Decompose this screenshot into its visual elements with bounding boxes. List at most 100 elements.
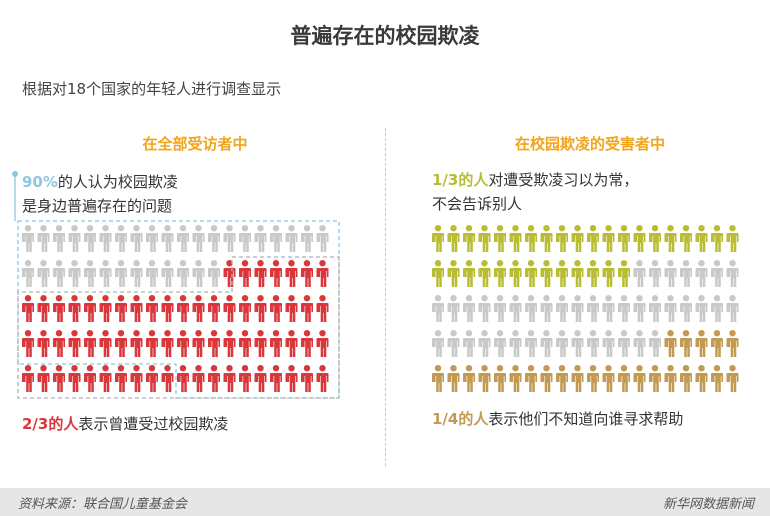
left-person-r4-c19 bbox=[301, 330, 313, 357]
left-person-r2-c7 bbox=[115, 260, 127, 287]
left-person-r1-c20 bbox=[316, 225, 329, 252]
left-person-r1-c17 bbox=[270, 225, 282, 252]
left-person-r2-c14 bbox=[223, 260, 236, 287]
right-person-r2-c19 bbox=[711, 260, 723, 287]
left-stat-bottom: 2/3的人表示曾遭受过校园欺凌 bbox=[22, 412, 228, 436]
left-person-r3-c14 bbox=[223, 295, 236, 322]
right-person-r5-c14 bbox=[633, 365, 646, 392]
left-person-r5-c7 bbox=[115, 365, 127, 392]
right-person-r3-c8 bbox=[540, 295, 553, 322]
right-person-r5-c1 bbox=[432, 365, 444, 392]
right-person-r5-c17 bbox=[680, 365, 692, 392]
right-person-r5-c15 bbox=[649, 365, 661, 392]
left-stat-top-line1: 的人认为校园欺凌 bbox=[57, 173, 178, 191]
left-person-r5-c12 bbox=[192, 365, 205, 392]
left-stat-bottom-text: 表示曾遭受过校园欺凌 bbox=[78, 415, 229, 433]
right-person-r2-c16 bbox=[664, 260, 677, 287]
left-person-r5-c14 bbox=[223, 365, 236, 392]
left-person-r4-c20 bbox=[316, 330, 329, 357]
right-person-r5-c8 bbox=[540, 365, 553, 392]
right-person-r4-c12 bbox=[602, 330, 615, 357]
right-person-r5-c13 bbox=[618, 365, 630, 392]
left-person-r3-c9 bbox=[146, 295, 158, 322]
right-person-r4-c15 bbox=[649, 330, 661, 357]
left-person-r1-c10 bbox=[161, 225, 174, 252]
left-person-r2-c2 bbox=[37, 260, 50, 287]
right-person-r3-c7 bbox=[525, 295, 537, 322]
left-person-r3-c13 bbox=[208, 295, 220, 322]
right-person-r2-c3 bbox=[463, 260, 475, 287]
right-person-r3-c2 bbox=[447, 295, 460, 322]
left-person-r5-c9 bbox=[146, 365, 158, 392]
left-person-r2-c8 bbox=[130, 260, 143, 287]
left-stat-top: 90%的人认为校园欺凌 是身边普遍存在的问题 bbox=[22, 170, 178, 218]
left-panel-title: 在全部受访者中 bbox=[142, 135, 248, 153]
left-person-r3-c5 bbox=[84, 295, 96, 322]
left-person-r3-c1 bbox=[22, 295, 34, 322]
right-person-r5-c12 bbox=[602, 365, 615, 392]
right-stat-top: 1/3的人对遭受欺凌习以为常， 不会告诉别人 bbox=[432, 168, 638, 216]
left-person-r1-c2 bbox=[37, 225, 50, 252]
right-person-r3-c15 bbox=[649, 295, 661, 322]
right-person-r1-c20 bbox=[726, 225, 739, 252]
left-person-r3-c2 bbox=[37, 295, 50, 322]
right-person-r5-c11 bbox=[587, 365, 599, 392]
left-person-r1-c9 bbox=[146, 225, 158, 252]
right-person-r5-c4 bbox=[478, 365, 491, 392]
left-person-r4-c15 bbox=[239, 330, 251, 357]
left-person-r4-c4 bbox=[68, 330, 81, 357]
left-person-r4-c14 bbox=[223, 330, 236, 357]
left-person-r5-c13 bbox=[208, 365, 220, 392]
right-person-r3-c5 bbox=[494, 295, 506, 322]
right-person-r3-c18 bbox=[695, 295, 708, 322]
right-person-r4-c2 bbox=[447, 330, 460, 357]
right-panel-title: 在校园欺凌的受害者中 bbox=[514, 135, 665, 153]
right-person-r2-c6 bbox=[509, 260, 522, 287]
left-person-r4-c6 bbox=[99, 330, 112, 357]
right-person-r2-c7 bbox=[525, 260, 537, 287]
left-person-r4-c7 bbox=[115, 330, 127, 357]
left-person-r2-c5 bbox=[84, 260, 96, 287]
left-person-r5-c10 bbox=[161, 365, 174, 392]
left-person-r4-c10 bbox=[161, 330, 174, 357]
right-person-r3-c17 bbox=[680, 295, 692, 322]
left-person-r4-c18 bbox=[285, 330, 298, 357]
left-person-r4-c11 bbox=[177, 330, 189, 357]
right-person-r2-c5 bbox=[494, 260, 506, 287]
right-person-r1-c3 bbox=[463, 225, 475, 252]
right-person-r2-c14 bbox=[633, 260, 646, 287]
right-person-r1-c17 bbox=[680, 225, 692, 252]
left-person-r5-c17 bbox=[270, 365, 282, 392]
left-person-r1-c3 bbox=[53, 225, 65, 252]
left-person-r3-c3 bbox=[53, 295, 65, 322]
right-person-r5-c16 bbox=[664, 365, 677, 392]
left-person-r1-c14 bbox=[223, 225, 236, 252]
left-person-r4-c1 bbox=[22, 330, 34, 357]
right-person-r2-c17 bbox=[680, 260, 692, 287]
right-person-r2-c18 bbox=[695, 260, 708, 287]
left-person-r2-c4 bbox=[68, 260, 81, 287]
right-person-r3-c1 bbox=[432, 295, 444, 322]
left-person-r1-c18 bbox=[285, 225, 298, 252]
right-stat-top-highlight: 1/3的人 bbox=[432, 171, 489, 189]
right-person-r4-c11 bbox=[587, 330, 599, 357]
left-person-r3-c8 bbox=[130, 295, 143, 322]
right-person-r2-c2 bbox=[447, 260, 460, 287]
right-person-r2-c12 bbox=[602, 260, 615, 287]
left-person-r1-c7 bbox=[115, 225, 127, 252]
ninety-percent-outline bbox=[17, 220, 340, 399]
right-person-r5-c5 bbox=[494, 365, 506, 392]
left-person-r5-c20 bbox=[316, 365, 329, 392]
right-person-r2-c8 bbox=[540, 260, 553, 287]
right-person-r1-c13 bbox=[618, 225, 630, 252]
left-person-r4-c12 bbox=[192, 330, 205, 357]
left-person-r4-c2 bbox=[37, 330, 50, 357]
right-person-r5-c9 bbox=[556, 365, 568, 392]
right-person-r1-c10 bbox=[571, 225, 584, 252]
left-person-r5-c19 bbox=[301, 365, 313, 392]
left-person-r3-c20 bbox=[316, 295, 329, 322]
right-person-r4-c17 bbox=[680, 330, 692, 357]
right-stat-top-line2: 不会告诉别人 bbox=[432, 195, 523, 213]
right-person-r2-c4 bbox=[478, 260, 491, 287]
left-stat-bottom-highlight: 2/3的人 bbox=[22, 415, 79, 433]
